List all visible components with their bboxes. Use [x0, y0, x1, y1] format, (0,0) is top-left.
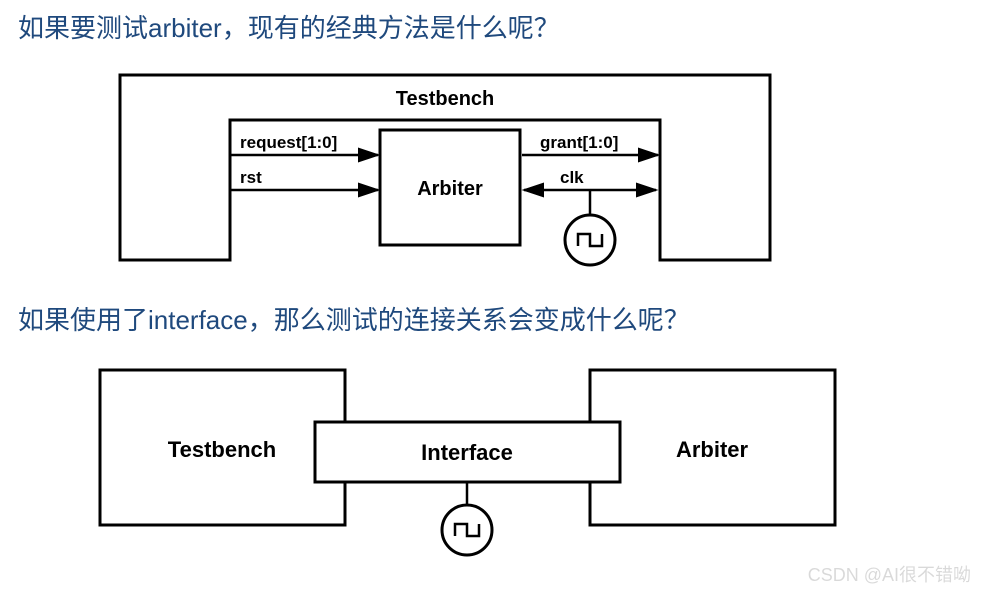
watermark: CSDN @AI很不错呦 — [808, 561, 971, 587]
signal-grant-label: grant[1:0] — [540, 133, 618, 152]
signal-request-label: request[1:0] — [240, 133, 337, 152]
signal-rst-label: rst — [240, 168, 262, 187]
signal-clk-label: clk — [560, 168, 584, 187]
diagram-interface: Testbench Arbiter Interface — [80, 360, 860, 575]
title-1: 如果要测试arbiter，现有的经典方法是什么呢？ — [18, 8, 560, 45]
arbiter2-label: Arbiter — [676, 437, 749, 462]
arbiter-label: Arbiter — [417, 178, 483, 200]
diagram-testbench-arbiter: Testbench Arbiter request[1:0] rst grant… — [100, 60, 800, 285]
testbench-label: Testbench — [396, 88, 495, 110]
testbench2-label: Testbench — [168, 437, 276, 462]
title-2: 如果使用了interface，那么测试的连接关系会变成什么呢？ — [18, 300, 690, 337]
interface-label: Interface — [421, 440, 513, 465]
